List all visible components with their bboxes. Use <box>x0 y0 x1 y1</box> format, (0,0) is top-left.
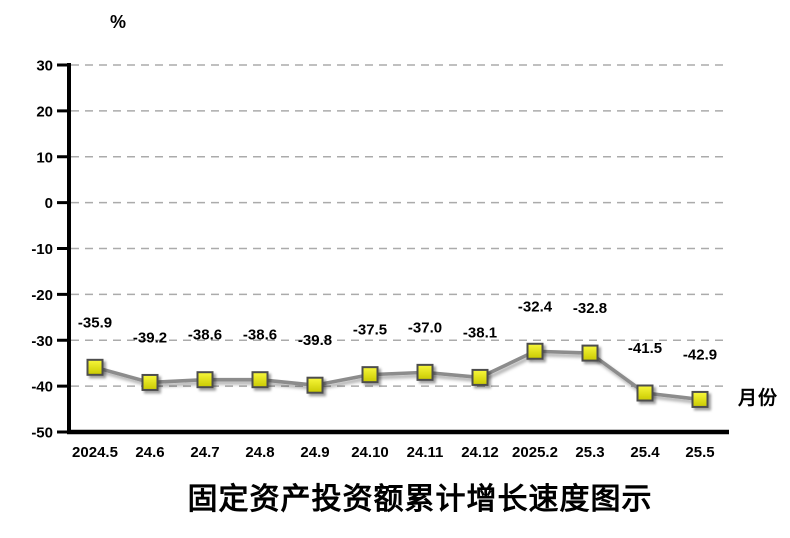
data-point-label: -35.9 <box>78 314 112 331</box>
x-axis-tick-label: 24.8 <box>245 444 274 461</box>
y-axis-tick-label: -20 <box>31 287 53 304</box>
x-axis-tick-label: 2024.5 <box>72 444 118 461</box>
data-point-label: -42.9 <box>683 346 717 363</box>
data-point-marker <box>306 376 324 394</box>
data-point-label: -37.0 <box>408 319 442 336</box>
data-point-label: -39.8 <box>298 332 332 349</box>
data-point-marker <box>86 358 104 376</box>
x-axis-tick-label: 25.5 <box>685 444 714 461</box>
data-point-marker <box>581 344 599 362</box>
data-point-label: -37.5 <box>353 322 387 339</box>
y-axis-tick-label: -30 <box>31 333 53 350</box>
y-axis-tick-label: 0 <box>45 195 53 212</box>
y-axis-tick-label: 10 <box>36 149 53 166</box>
y-axis-tick-label: -40 <box>31 379 53 396</box>
data-point-label: -41.5 <box>628 340 662 357</box>
y-axis-tick-label: 20 <box>36 103 53 120</box>
y-axis-tick-label: -50 <box>31 425 53 442</box>
x-axis-tick-label: 25.4 <box>630 444 660 461</box>
data-point-marker <box>416 363 434 381</box>
chart-title: 固定资产投资额累计增长速度图示 <box>187 483 653 516</box>
data-point-marker <box>526 342 544 360</box>
data-point-label: -39.2 <box>133 329 167 346</box>
x-axis-tick-label: 24.7 <box>190 444 219 461</box>
y-axis-unit-label: % <box>109 12 126 32</box>
x-axis-tick-label: 24.6 <box>135 444 164 461</box>
x-axis-tick-label: 24.9 <box>300 444 329 461</box>
x-axis-unit-label: 月份 <box>738 388 779 409</box>
data-series-line <box>94 349 701 402</box>
data-point-marker <box>691 390 709 408</box>
x-axis-tick-label: 24.12 <box>461 444 499 461</box>
data-point-marker <box>636 384 654 402</box>
data-point-label: -38.1 <box>463 324 497 341</box>
data-point-marker <box>471 368 489 386</box>
x-axis-tick-label: 2025.2 <box>512 444 558 461</box>
x-axis-tick-label: 24.11 <box>407 444 444 461</box>
y-axis-tick-label: 30 <box>36 58 53 75</box>
data-point-label: -38.6 <box>188 327 222 344</box>
x-axis-tick-label: 24.10 <box>351 444 389 461</box>
y-axis-tick-label: -10 <box>31 241 53 258</box>
data-point-label: -38.6 <box>243 327 277 344</box>
data-point-marker <box>196 371 214 389</box>
data-point-marker <box>361 366 379 384</box>
data-point-marker <box>251 371 269 389</box>
x-axis-tick-label: 25.3 <box>575 444 604 461</box>
data-point-label: -32.8 <box>573 300 607 317</box>
data-point-label: -32.4 <box>518 298 553 315</box>
data-point-marker <box>141 373 159 391</box>
